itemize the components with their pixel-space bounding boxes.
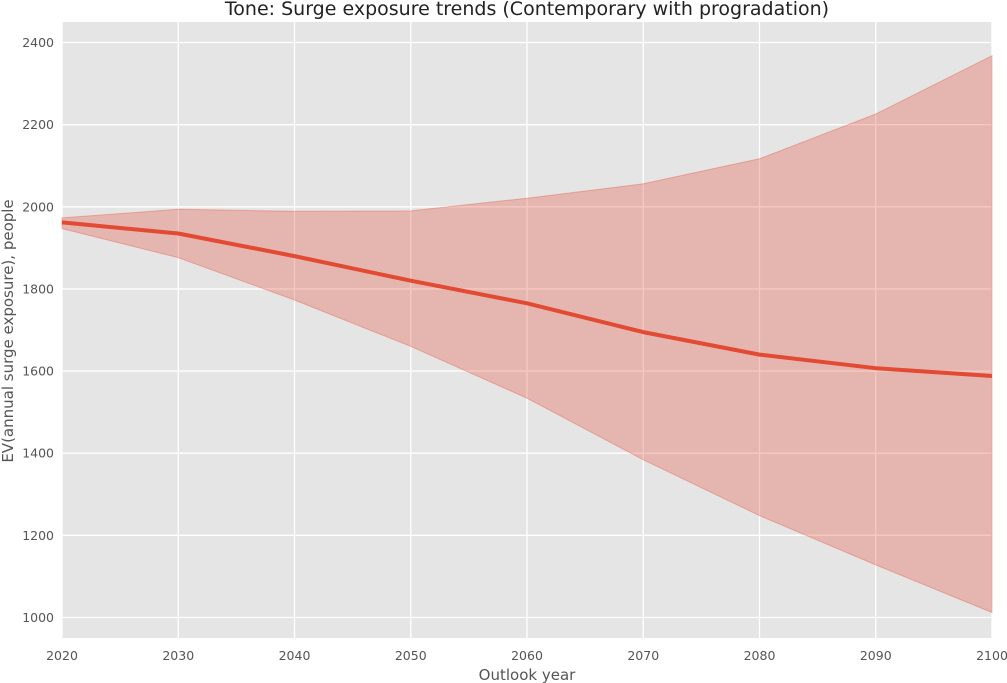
x-tick-label: 2030 xyxy=(162,648,194,663)
x-tick-labels: 2020 2030 2040 2050 2060 2070 2080 2090 2100 xyxy=(46,648,1007,663)
uncertainty-band xyxy=(61,54,993,614)
uncertainty-band-layer xyxy=(61,54,993,614)
gridlines xyxy=(61,22,993,638)
y-tick-label: 1400 xyxy=(22,446,54,461)
y-tick-label: 1800 xyxy=(22,281,54,296)
y-axis-label: EV(annual surge exposure), people xyxy=(0,199,17,462)
x-tick-label: 2040 xyxy=(279,648,311,663)
y-tick-label: 2000 xyxy=(22,199,54,214)
x-tick-label: 2090 xyxy=(860,648,892,663)
x-tick-label: 2070 xyxy=(627,648,659,663)
y-tick-label: 1600 xyxy=(22,364,54,379)
y-tick-labels: 1000 1200 1400 1600 1800 2000 2200 2400 xyxy=(22,35,54,625)
x-tick-label: 2060 xyxy=(511,648,543,663)
x-tick-label: 2080 xyxy=(744,648,776,663)
mean-line-layer xyxy=(61,220,993,378)
y-tick-label: 1000 xyxy=(22,610,54,625)
y-tick-label: 2200 xyxy=(22,117,54,132)
x-tick-label: 2020 xyxy=(46,648,78,663)
y-tick-label: 2400 xyxy=(22,35,54,50)
mean-line xyxy=(61,220,993,378)
chart-title: Tone: Surge exposure trends (Contemporar… xyxy=(224,0,829,20)
x-axis-label: Outlook year xyxy=(479,666,576,683)
x-tick-label: 2050 xyxy=(395,648,427,663)
x-tick-label: 2100 xyxy=(976,648,1007,663)
y-tick-label: 1200 xyxy=(22,528,54,543)
